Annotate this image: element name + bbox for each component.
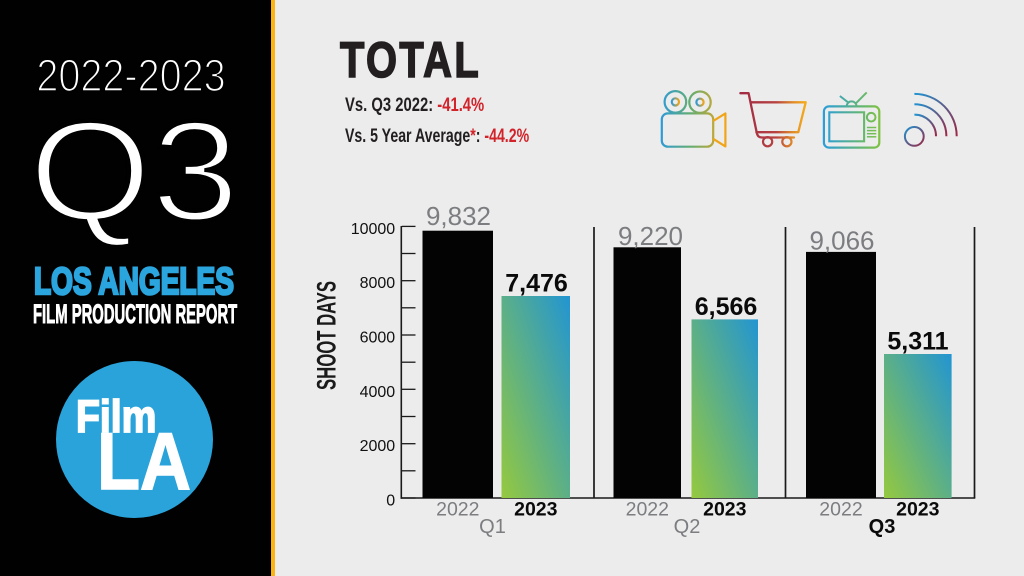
svg-text:6,566: 6,566 (695, 293, 758, 321)
svg-text:2023: 2023 (514, 499, 558, 521)
svg-text:2022: 2022 (819, 499, 862, 521)
svg-text:2023: 2023 (703, 499, 747, 521)
svg-text:7,476: 7,476 (505, 270, 568, 298)
svg-text:9,832: 9,832 (426, 201, 491, 231)
svg-text:8000: 8000 (360, 275, 396, 292)
svg-text:2022: 2022 (436, 499, 479, 521)
svg-text:2023: 2023 (896, 499, 940, 521)
svg-text:SHOOT DAYS: SHOOT DAYS (311, 281, 341, 390)
svg-text:9,066: 9,066 (809, 225, 874, 255)
svg-text:9,220: 9,220 (618, 221, 683, 251)
svg-text:0: 0 (386, 493, 395, 510)
svg-text:Q2: Q2 (674, 516, 701, 538)
svg-text:2022: 2022 (626, 499, 669, 521)
svg-text:2000: 2000 (360, 438, 396, 455)
svg-text:Q3: Q3 (869, 516, 896, 538)
svg-text:10000: 10000 (351, 221, 396, 238)
svg-text:6000: 6000 (360, 330, 396, 347)
svg-text:4000: 4000 (360, 384, 396, 401)
svg-text:Q1: Q1 (479, 516, 506, 538)
svg-text:5,311: 5,311 (887, 328, 948, 356)
